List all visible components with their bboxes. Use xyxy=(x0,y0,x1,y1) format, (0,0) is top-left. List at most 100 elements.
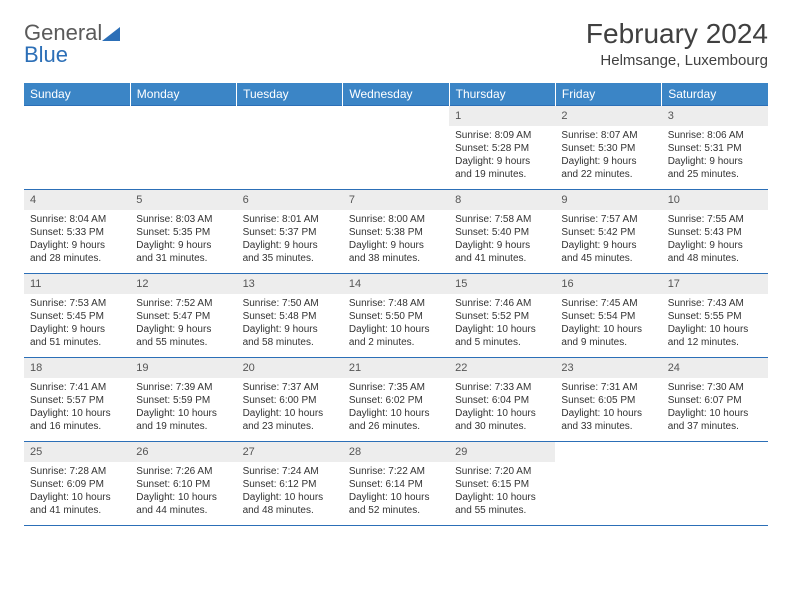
sunset-text: Sunset: 5:55 PM xyxy=(668,310,762,323)
month-title: February 2024 xyxy=(586,18,768,50)
calendar-cell: 29Sunrise: 7:20 AMSunset: 6:15 PMDayligh… xyxy=(449,442,555,526)
day-number: 26 xyxy=(130,442,236,462)
sunrise-text: Sunrise: 7:31 AM xyxy=(561,381,655,394)
sunrise-text: Sunrise: 7:20 AM xyxy=(455,465,549,478)
day-number: 5 xyxy=(130,190,236,210)
sunset-text: Sunset: 6:09 PM xyxy=(30,478,124,491)
day-number: 27 xyxy=(237,442,343,462)
day-body: Sunrise: 7:48 AMSunset: 5:50 PMDaylight:… xyxy=(343,294,449,353)
sunset-text: Sunset: 5:54 PM xyxy=(561,310,655,323)
sunset-text: Sunset: 5:30 PM xyxy=(561,142,655,155)
day-number: 16 xyxy=(555,274,661,294)
day-number: 29 xyxy=(449,442,555,462)
day-number: 18 xyxy=(24,358,130,378)
sunrise-text: Sunrise: 7:24 AM xyxy=(243,465,337,478)
day-number: 24 xyxy=(662,358,768,378)
sunrise-text: Sunrise: 8:09 AM xyxy=(455,129,549,142)
sunrise-text: Sunrise: 7:43 AM xyxy=(668,297,762,310)
daylight-text: Daylight: 10 hours and 19 minutes. xyxy=(136,407,230,433)
weekday-header-row: Sunday Monday Tuesday Wednesday Thursday… xyxy=(24,83,768,106)
sunrise-text: Sunrise: 7:41 AM xyxy=(30,381,124,394)
calendar-cell: 16 Sunrise: 7:45 AMSunset: 5:54 PMDayligh… xyxy=(555,274,661,358)
day-number: 10 xyxy=(662,190,768,210)
calendar-cell: 17Sunrise: 7:43 AMSunset: 5:55 PMDayligh… xyxy=(662,274,768,358)
sunrise-text: Sunrise: 7:45 AM xyxy=(561,297,655,310)
day-body: Sunrise: 8:00 AMSunset: 5:38 PMDaylight:… xyxy=(343,210,449,269)
calendar-cell: 22Sunrise: 7:33 AMSunset: 6:04 PMDayligh… xyxy=(449,358,555,442)
sunrise-text: Sunrise: 8:06 AM xyxy=(668,129,762,142)
calendar-body: 1Sunrise: 8:09 AMSunset: 5:28 PMDaylight… xyxy=(24,106,768,526)
calendar-cell xyxy=(343,106,449,190)
brand-logo: General Blue xyxy=(24,18,122,66)
day-body: Sunrise: 7:37 AMSunset: 6:00 PMDaylight:… xyxy=(237,378,343,437)
day-number: 25 xyxy=(24,442,130,462)
daylight-text: Daylight: 9 hours and 28 minutes. xyxy=(30,239,124,265)
daylight-text: Daylight: 10 hours and 55 minutes. xyxy=(455,491,549,517)
daylight-text: Daylight: 10 hours and 37 minutes. xyxy=(668,407,762,433)
daylight-text: Daylight: 10 hours and 16 minutes. xyxy=(30,407,124,433)
weekday-header: Saturday xyxy=(662,83,768,106)
day-body: Sunrise: 8:04 AMSunset: 5:33 PMDaylight:… xyxy=(24,210,130,269)
sunrise-text: Sunrise: 7:28 AM xyxy=(30,465,124,478)
calendar-cell xyxy=(24,106,130,190)
calendar-cell: 12Sunrise: 7:52 AMSunset: 5:47 PMDayligh… xyxy=(130,274,236,358)
brand-text: General Blue xyxy=(24,22,122,66)
sunset-text: Sunset: 6:00 PM xyxy=(243,394,337,407)
calendar-cell: 5Sunrise: 8:03 AMSunset: 5:35 PMDaylight… xyxy=(130,190,236,274)
day-body: Sunrise: 8:01 AMSunset: 5:37 PMDaylight:… xyxy=(237,210,343,269)
sunset-text: Sunset: 5:38 PM xyxy=(349,226,443,239)
weekday-header: Sunday xyxy=(24,83,130,106)
day-body: Sunrise: 7:35 AMSunset: 6:02 PMDaylight:… xyxy=(343,378,449,437)
day-body: Sunrise: 7:52 AMSunset: 5:47 PMDaylight:… xyxy=(130,294,236,353)
sunrise-text: Sunrise: 8:04 AM xyxy=(30,213,124,226)
calendar-cell: 14Sunrise: 7:48 AMSunset: 5:50 PMDayligh… xyxy=(343,274,449,358)
sunrise-text: Sunrise: 7:35 AM xyxy=(349,381,443,394)
sunrise-text: Sunrise: 7:30 AM xyxy=(668,381,762,394)
weekday-header: Wednesday xyxy=(343,83,449,106)
sunrise-text: Sunrise: 7:50 AM xyxy=(243,297,337,310)
day-body: Sunrise: 7:43 AMSunset: 5:55 PMDaylight:… xyxy=(662,294,768,353)
sunset-text: Sunset: 5:37 PM xyxy=(243,226,337,239)
sunset-text: Sunset: 5:28 PM xyxy=(455,142,549,155)
sunrise-text: Sunrise: 7:46 AM xyxy=(455,297,549,310)
sunrise-text: Sunrise: 8:01 AM xyxy=(243,213,337,226)
daylight-text: Daylight: 10 hours and 41 minutes. xyxy=(30,491,124,517)
sunset-text: Sunset: 6:15 PM xyxy=(455,478,549,491)
calendar-cell: 6Sunrise: 8:01 AMSunset: 5:37 PMDaylight… xyxy=(237,190,343,274)
calendar-cell: 25 Sunrise: 7:28 AMSunset: 6:09 PMDayligh… xyxy=(24,442,130,526)
calendar-cell: 4Sunrise: 8:04 AMSunset: 5:33 PMDaylight… xyxy=(24,190,130,274)
day-body: Sunrise: 7:33 AMSunset: 6:04 PMDaylight:… xyxy=(449,378,555,437)
sunrise-text: Sunrise: 7:52 AM xyxy=(136,297,230,310)
daylight-text: Daylight: 10 hours and 48 minutes. xyxy=(243,491,337,517)
day-body: Sunrise: 7:20 AMSunset: 6:15 PMDaylight:… xyxy=(449,462,555,521)
calendar-cell: 18Sunrise: 7:41 AMSunset: 5:57 PMDayligh… xyxy=(24,358,130,442)
calendar-row: 4Sunrise: 8:04 AMSunset: 5:33 PMDaylight… xyxy=(24,190,768,274)
calendar-cell xyxy=(130,106,236,190)
daylight-text: Daylight: 10 hours and 26 minutes. xyxy=(349,407,443,433)
day-number: 20 xyxy=(237,358,343,378)
calendar-cell: 9Sunrise: 7:57 AMSunset: 5:42 PMDaylight… xyxy=(555,190,661,274)
day-body: Sunrise: 7:22 AMSunset: 6:14 PMDaylight:… xyxy=(343,462,449,521)
day-body: Sunrise: 7:41 AMSunset: 5:57 PMDaylight:… xyxy=(24,378,130,437)
day-number: 21 xyxy=(343,358,449,378)
daylight-text: Daylight: 10 hours and 23 minutes. xyxy=(243,407,337,433)
day-body: Sunrise: 7:55 AMSunset: 5:43 PMDaylight:… xyxy=(662,210,768,269)
calendar-cell: 1Sunrise: 8:09 AMSunset: 5:28 PMDaylight… xyxy=(449,106,555,190)
daylight-text: Daylight: 10 hours and 44 minutes. xyxy=(136,491,230,517)
calendar-row: 18Sunrise: 7:41 AMSunset: 5:57 PMDayligh… xyxy=(24,358,768,442)
day-number: 12 xyxy=(130,274,236,294)
sunrise-text: Sunrise: 7:22 AM xyxy=(349,465,443,478)
calendar-cell xyxy=(662,442,768,526)
day-number: 23 xyxy=(555,358,661,378)
daylight-text: Daylight: 10 hours and 9 minutes. xyxy=(561,323,655,349)
day-number: 9 xyxy=(555,190,661,210)
sunset-text: Sunset: 5:45 PM xyxy=(30,310,124,323)
day-body: Sunrise: 7:39 AMSunset: 5:59 PMDaylight:… xyxy=(130,378,236,437)
page-header: General Blue February 2024 Helmsange, Lu… xyxy=(24,18,768,69)
calendar-cell: 11Sunrise: 7:53 AMSunset: 5:45 PMDayligh… xyxy=(24,274,130,358)
brand-word-2: Blue xyxy=(24,42,68,67)
weekday-header: Monday xyxy=(130,83,236,106)
day-body: Sunrise: 7:58 AMSunset: 5:40 PMDaylight:… xyxy=(449,210,555,269)
calendar-cell: 21Sunrise: 7:35 AMSunset: 6:02 PMDayligh… xyxy=(343,358,449,442)
daylight-text: Daylight: 9 hours and 41 minutes. xyxy=(455,239,549,265)
